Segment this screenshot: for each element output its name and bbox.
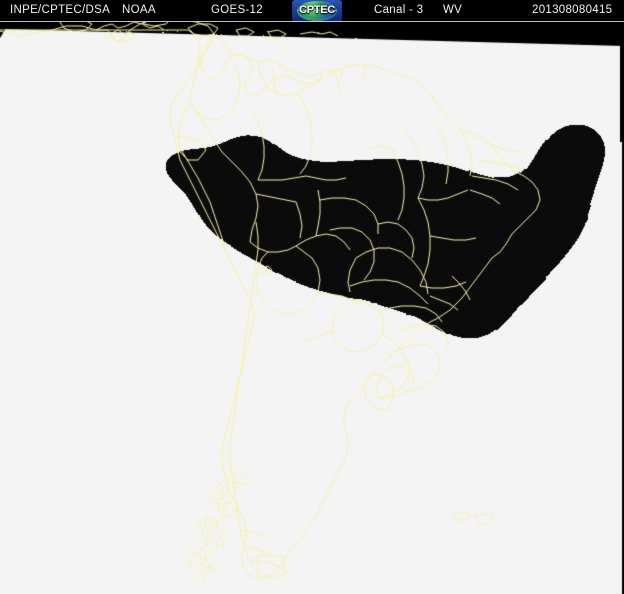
globe-icon xyxy=(297,1,337,21)
cptec-logo-text: CPTEC xyxy=(299,4,335,16)
satellite-image-area xyxy=(0,22,624,594)
agency-label: NOAA xyxy=(122,4,156,16)
channel-label: Canal - 3 xyxy=(374,4,424,16)
cptec-logo: CPTEC xyxy=(292,0,342,22)
header-bar: INPE/CPTEC/DSA NOAA GOES-12 CPTEC Canal … xyxy=(0,0,624,22)
satellite-imagery-canvas xyxy=(0,22,624,594)
timestamp-label: 201308080415 xyxy=(532,4,613,16)
header-divider xyxy=(0,21,624,22)
satellite-label: GOES-12 xyxy=(211,4,263,16)
institution-label: INPE/CPTEC/DSA xyxy=(10,4,111,16)
channel-type-label: WV xyxy=(443,4,463,16)
